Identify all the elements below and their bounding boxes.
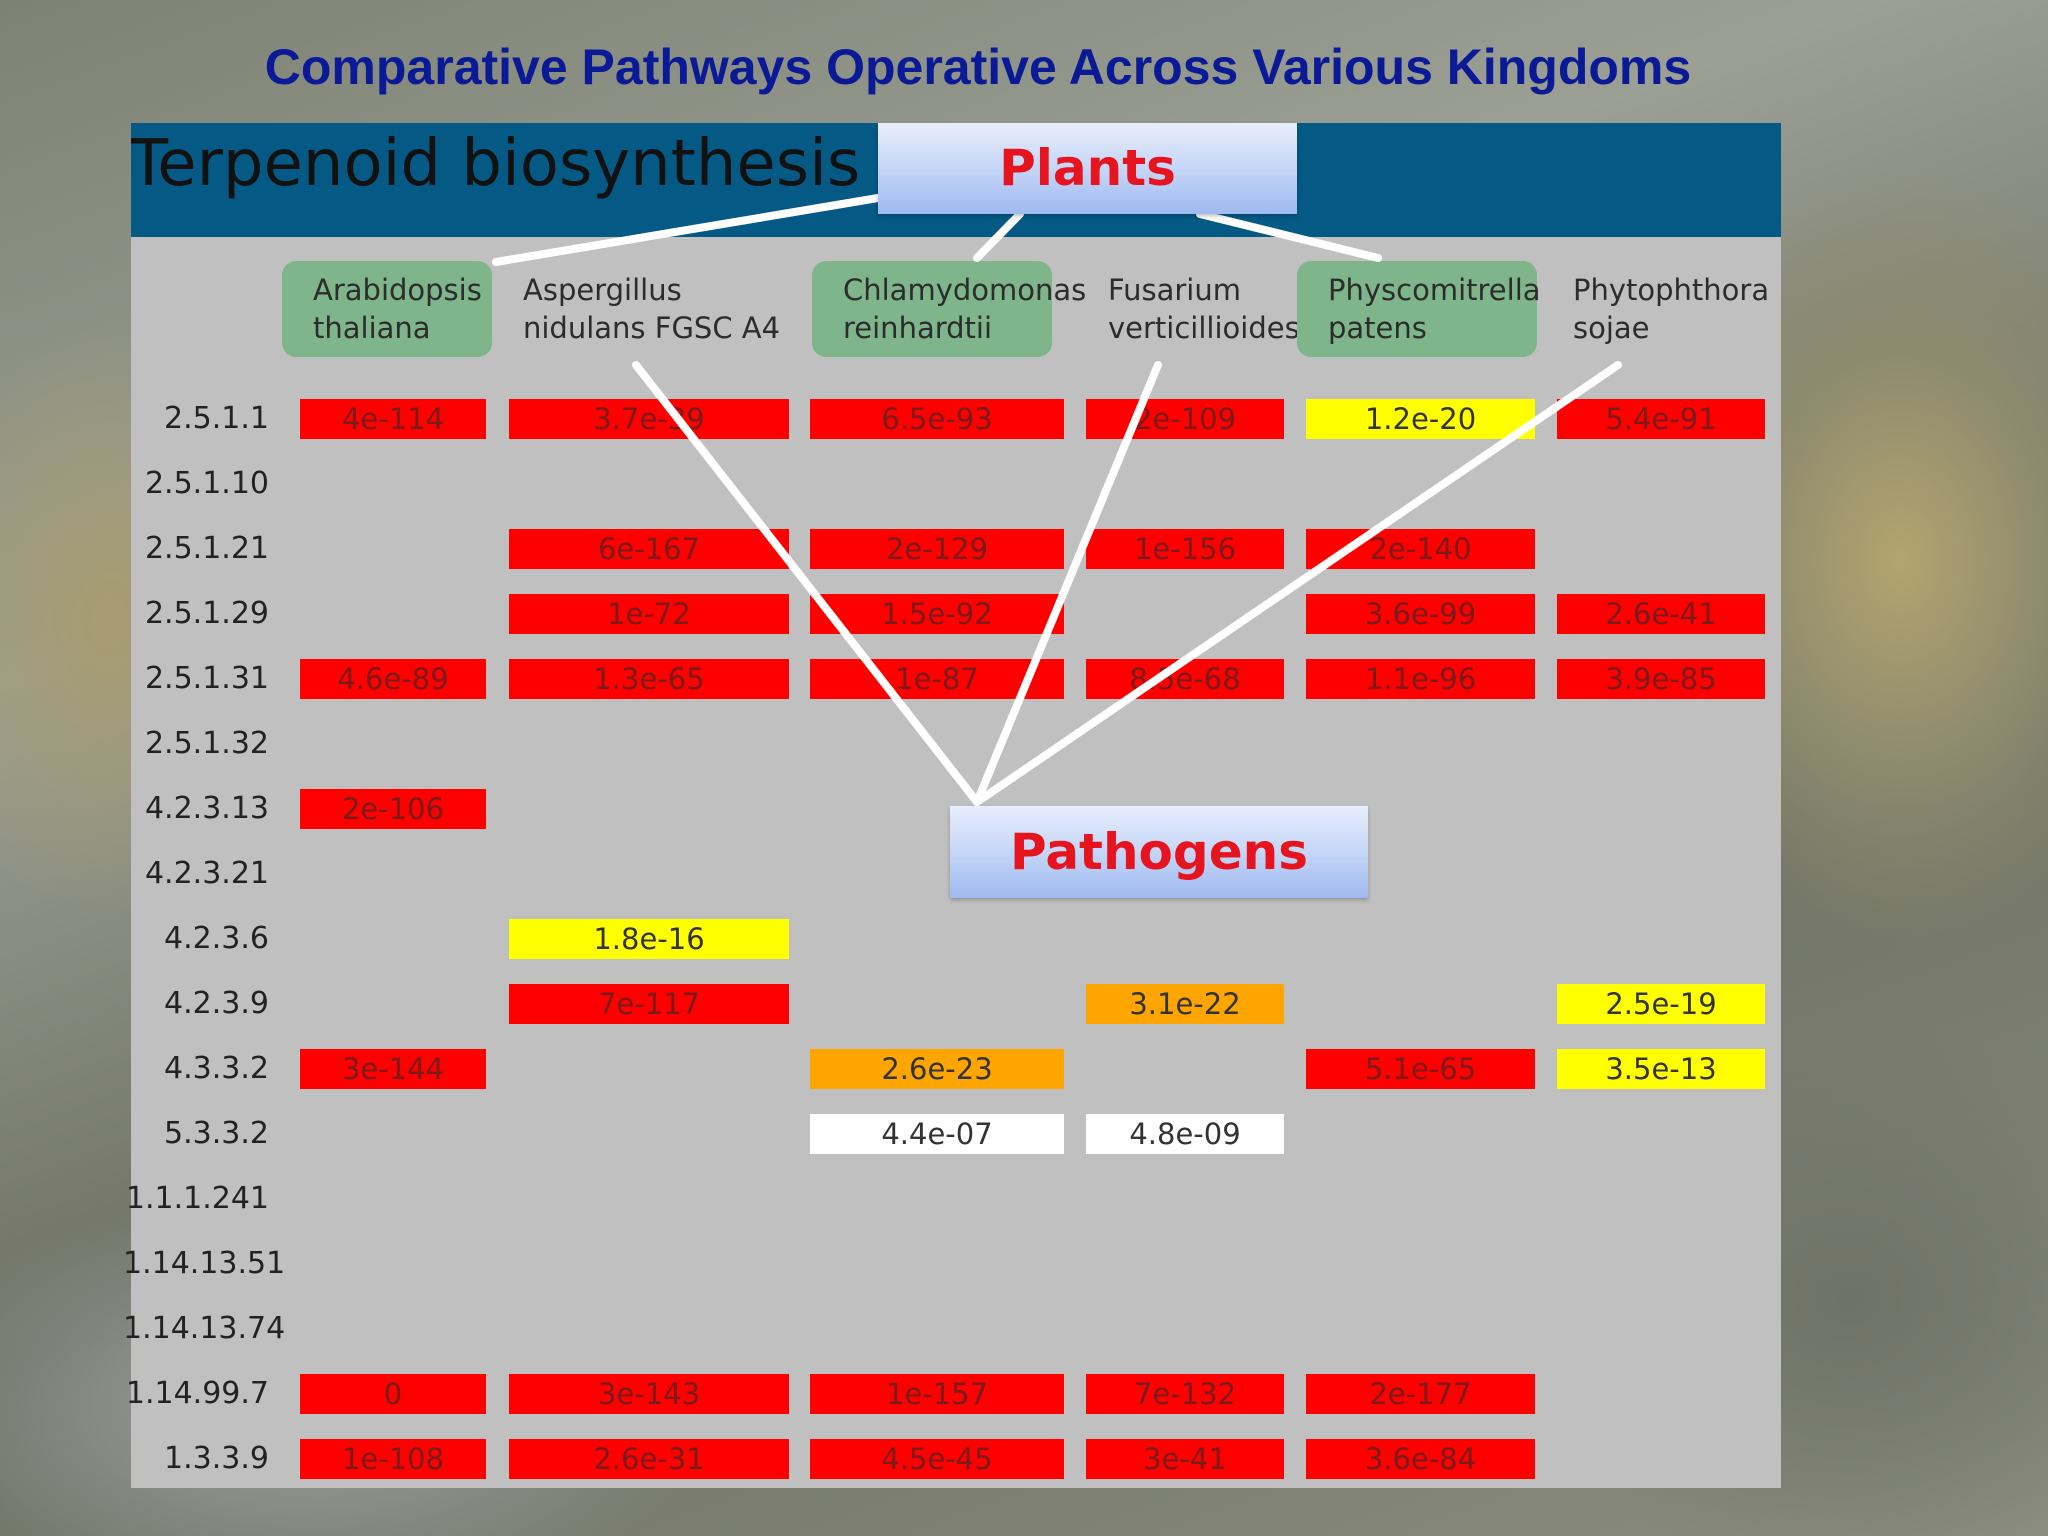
ec-number-label: 4.2.3.9 [164,986,269,1021]
evalue-cell: 3.6e-84 [1306,1439,1535,1479]
ec-number-label: 2.5.1.29 [144,596,269,631]
ec-number-label: 4.2.3.13 [144,791,269,826]
evalue-cell: 1e-72 [509,594,789,634]
species-name-line1: Physcomitrella [1328,273,1541,307]
species-name-line2: nidulans FGSC A4 [523,311,781,345]
ec-number-label: 5.3.3.2 [164,1116,269,1151]
evalue-cell: 1e-157 [810,1374,1064,1414]
ec-number-label: 2.5.1.1 [164,401,269,436]
evalue-cell: 3.6e-99 [1306,594,1535,634]
plants-callout: Plants [878,123,1297,214]
species-header: Arabidopsis thaliana [282,261,492,357]
species-header: Chlamydomonas reinhardtii [812,261,1087,357]
evalue-cell: 2.6e-23 [810,1049,1064,1089]
evalue-cell: 4.5e-45 [810,1439,1064,1479]
evalue-cell: 2e-177 [1306,1374,1535,1414]
ec-number-label: 4.3.3.2 [164,1051,269,1086]
pathogens-callout: Pathogens [950,806,1368,898]
ec-number-label: 1.1.1.241 [125,1181,269,1216]
species-name-line2: patens [1328,311,1427,345]
evalue-cell: 2e-129 [810,529,1064,569]
evalue-cell: 0 [300,1374,486,1414]
evalue-cell: 6e-167 [509,529,789,569]
species-name-line2: reinhardtii [843,311,993,345]
ec-number-label: 1.14.13.51 [123,1246,286,1281]
evalue-cell: 6.5e-93 [810,399,1064,439]
evalue-cell: 5.1e-65 [1306,1049,1535,1089]
ec-number-label: 2.5.1.21 [144,531,269,566]
evalue-cell: 3.7e-39 [509,399,789,439]
evalue-cell: 2e-109 [1086,399,1284,439]
evalue-cell: 3.5e-13 [1557,1049,1765,1089]
species-name-line1: Chlamydomonas [843,273,1087,307]
evalue-cell: 1.3e-65 [509,659,789,699]
ec-number-label: 1.14.13.74 [123,1311,286,1346]
evalue-cell: 3e-41 [1086,1439,1284,1479]
evalue-cell: 3.9e-85 [1557,659,1765,699]
evalue-cell: 7e-132 [1086,1374,1284,1414]
species-name-line1: Fusarium [1108,273,1241,307]
ec-number-label: 4.2.3.21 [144,856,269,891]
evalue-cell: 1.2e-20 [1306,399,1535,439]
evalue-cell: 4.8e-09 [1086,1114,1284,1154]
evalue-cell: 1.8e-16 [509,919,789,959]
species-name-line2: thaliana [313,311,431,345]
evalue-cell: 2.6e-41 [1557,594,1765,634]
panel-title: Terpenoid biosynthesis [131,127,861,201]
evalue-cell: 2.5e-19 [1557,984,1765,1024]
evalue-cell: 1e-87 [810,659,1064,699]
species-header: Aspergillus nidulans FGSC A4 [492,261,787,357]
ec-number-label: 1.14.99.7 [125,1376,269,1411]
ec-number-label: 4.2.3.6 [164,921,269,956]
plants-callout-label: Plants [999,139,1176,197]
species-name-line1: Arabidopsis [313,273,482,307]
ec-number-label: 2.5.1.32 [144,726,269,761]
species-name-line2: verticillioides [1108,311,1300,345]
evalue-cell: 4.6e-89 [300,659,486,699]
evalue-cell: 3.1e-22 [1086,984,1284,1024]
evalue-cell: 3e-143 [509,1374,789,1414]
evalue-cell: 1.5e-92 [810,594,1064,634]
slide-title: Comparative Pathways Operative Across Va… [264,39,1692,95]
pathogens-callout-label: Pathogens [1010,823,1308,881]
evalue-cell: 1.1e-96 [1306,659,1535,699]
species-header: Phytophthora sojae [1542,261,1772,357]
evalue-cell: 3e-144 [300,1049,486,1089]
species-name-line2: sojae [1573,311,1650,345]
ec-number-label: 2.5.1.31 [144,661,269,696]
evalue-cell: 2e-106 [300,789,486,829]
species-header: Fusarium verticillioides [1077,261,1300,357]
evalue-cell: 7e-117 [509,984,789,1024]
evalue-cell: 1e-156 [1086,529,1284,569]
evalue-cell: 1e-108 [300,1439,486,1479]
ec-number-label: 2.5.1.10 [144,466,269,501]
evalue-cell: 8.5e-68 [1086,659,1284,699]
ec-number-label: 1.3.3.9 [164,1441,269,1476]
evalue-cell: 2e-140 [1306,529,1535,569]
species-name-line1: Aspergillus [523,273,682,307]
evalue-cell: 4.4e-07 [810,1114,1064,1154]
evalue-cell: 5.4e-91 [1557,399,1765,439]
evalue-cell: 4e-114 [300,399,486,439]
species-header: Physcomitrella patens [1297,261,1541,357]
evalue-cell: 2.6e-31 [509,1439,789,1479]
species-name-line1: Phytophthora [1573,273,1770,307]
